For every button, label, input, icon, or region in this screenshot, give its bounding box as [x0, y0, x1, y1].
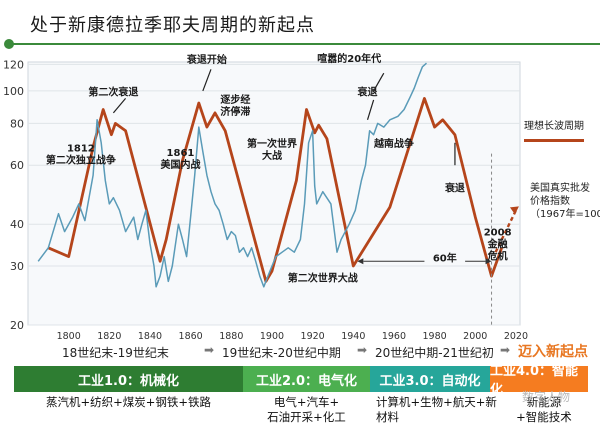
x-tick-label: 1860: [179, 331, 203, 340]
era-arrow-3: ➡: [500, 343, 511, 357]
span-arrowhead-right: [485, 258, 492, 265]
span-arrowhead-left: [357, 258, 364, 265]
stage-bar-2: 工业2.0：电气化: [243, 366, 370, 392]
projection-arrowhead: [509, 206, 519, 215]
title-underline: [12, 43, 600, 45]
x-tick-label: 1920: [301, 331, 325, 340]
chart-annotation: 越南战争: [373, 137, 414, 150]
projection-arrow: [494, 209, 518, 253]
chart-annotation: 2008: [484, 228, 512, 239]
chart-annotation: 衰退: [444, 182, 465, 195]
era-4: 迈入新起点: [518, 344, 588, 360]
annotation-pointer: [373, 72, 385, 92]
stage-bar-4: 工业4.0：智能化: [490, 364, 588, 398]
legend-ideal-label: 理想长波周期: [524, 121, 584, 132]
y-tick-label: 40: [10, 218, 24, 231]
chart-annotation: 危机: [488, 250, 508, 263]
price-index-line: [37, 62, 427, 288]
chart-annotation: 衰退: [357, 85, 378, 98]
y-tick-label: 120: [3, 58, 24, 71]
era-arrow-2: ➡: [357, 343, 368, 357]
chart-annotation: 金融: [487, 238, 508, 251]
ideal-wave-line: [47, 97, 504, 283]
chart-annotation: 第二次衰退: [88, 85, 138, 98]
y-tick-label: 100: [3, 85, 24, 98]
chart-annotation: 喧嚣的20年代: [317, 52, 381, 65]
x-tick-label: 1840: [138, 331, 162, 340]
legend-ideal-swatch: [524, 139, 584, 142]
chart-annotation: 衰退开始: [186, 53, 227, 66]
y-tick-label: 30: [10, 260, 24, 273]
stage-bar-1: 工业1.0：机械化: [14, 366, 243, 392]
annotation-pointer: [366, 99, 375, 120]
legend-ideal: 理想长波周期: [524, 120, 584, 133]
chart-annotation: 逐步经: [220, 93, 250, 106]
era-2: 19世纪末-20世纪中期: [222, 346, 341, 360]
stage-desc-3: 计算机+生物+航天+新 材料: [376, 395, 497, 424]
chart-annotation: 1861: [167, 148, 195, 159]
chart-annotation: 第二次世界大战: [288, 271, 358, 284]
legend-price-label: 美国真实批发 价格指数 （1967年=100）: [530, 183, 600, 220]
era-arrow-1: ➡: [204, 343, 215, 357]
x-tick-label: 2000: [463, 331, 487, 340]
x-tick-label: 1960: [382, 331, 406, 340]
chart-annotation: 第一次世界: [247, 137, 297, 150]
chart-annotation: 60年: [433, 251, 457, 264]
watermark: 数字人物: [522, 390, 571, 404]
era-3: 20世纪中期-21世纪初: [375, 346, 494, 360]
chart-annotation: 济停滞: [220, 105, 250, 118]
chart-annotation: 大战: [262, 149, 282, 162]
title-bullet: [4, 39, 14, 49]
x-tick-label: 2020: [504, 331, 528, 340]
x-tick-label: 1980: [423, 331, 447, 340]
era-1: 18世纪末-19世纪末: [62, 346, 169, 360]
x-tick-label: 1880: [219, 331, 243, 340]
x-tick-label: 1940: [341, 331, 365, 340]
chart-annotation: 1812: [67, 143, 95, 154]
long-wave-chart: 20 30 40 60 80 100 120 1800 1820 1840 1860 1880 1900…: [3, 52, 528, 340]
chart-annotation: 第二次独立战争: [46, 153, 116, 166]
stage-desc-2: 电气+汽车+ 石油开采+化工: [267, 395, 346, 424]
x-tick-label: 1900: [260, 331, 284, 340]
chart-annotation: 美国内战: [160, 158, 200, 171]
plot-area: [27, 61, 521, 326]
stage-desc-4: 新能源 +智能技术: [516, 395, 572, 424]
x-tick-label: 1820: [97, 331, 121, 340]
legend-price: 美国真实批发 价格指数 （1967年=100）: [530, 182, 600, 221]
y-tick-label: 20: [10, 319, 24, 332]
annotation-pointer: [202, 69, 212, 92]
y-tick-label: 60: [10, 159, 24, 172]
y-tick-label: 80: [10, 117, 24, 130]
stage-desc-1: 蒸汽机+纺织+煤炭+钢铁+铁路: [45, 395, 212, 409]
title-bar: 处于新康德拉季耶夫周期的新起点: [0, 0, 600, 49]
stage-bar-3: 工业3.0：自动化: [370, 366, 490, 392]
x-tick-label: 1800: [57, 331, 81, 340]
annotation-pointer: [112, 97, 127, 114]
page-title: 处于新康德拉季耶夫周期的新起点: [30, 15, 315, 36]
